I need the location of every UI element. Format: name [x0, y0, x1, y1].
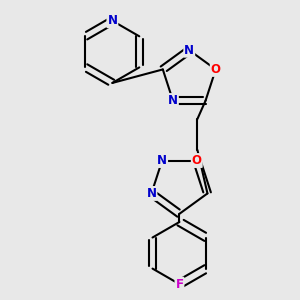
- Text: O: O: [192, 154, 202, 167]
- Text: N: N: [168, 94, 178, 107]
- Text: N: N: [146, 187, 156, 200]
- Text: O: O: [211, 63, 221, 76]
- Text: N: N: [184, 44, 194, 57]
- Text: F: F: [176, 278, 183, 291]
- Text: N: N: [157, 154, 167, 167]
- Text: N: N: [107, 14, 117, 27]
